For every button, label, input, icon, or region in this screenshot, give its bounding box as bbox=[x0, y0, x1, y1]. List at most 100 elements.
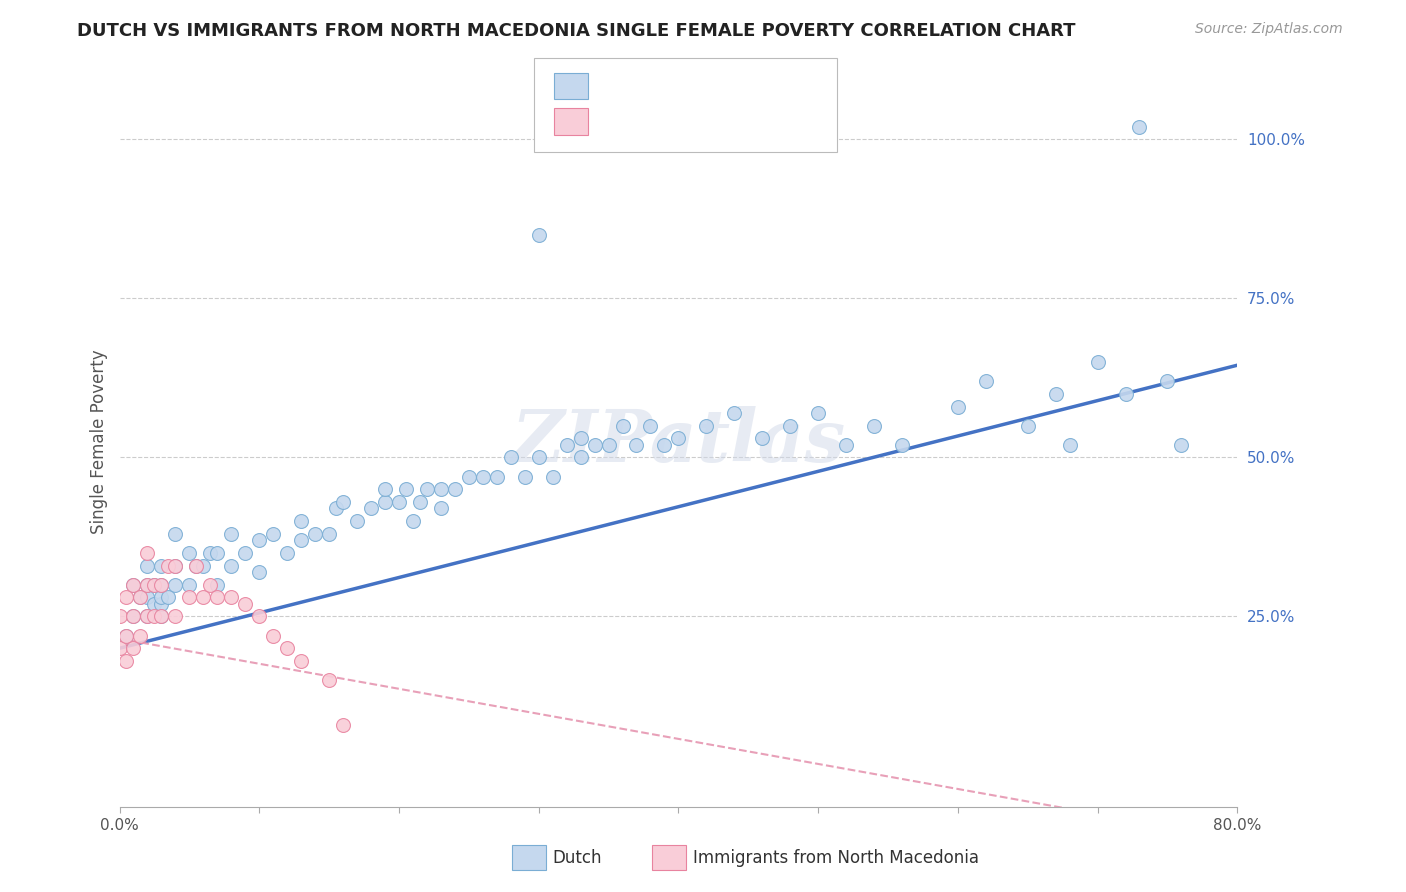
Point bbox=[290, 514, 312, 528]
Point bbox=[247, 533, 270, 548]
Point bbox=[165, 577, 187, 591]
Point bbox=[290, 533, 312, 548]
Point bbox=[136, 609, 159, 624]
Text: Source: ZipAtlas.com: Source: ZipAtlas.com bbox=[1195, 22, 1343, 37]
Point bbox=[115, 591, 138, 605]
Point bbox=[290, 654, 312, 668]
Point bbox=[150, 609, 173, 624]
Point bbox=[165, 526, 187, 541]
Point bbox=[122, 609, 145, 624]
Point bbox=[583, 438, 606, 452]
Point bbox=[1128, 120, 1150, 134]
Point bbox=[129, 591, 152, 605]
Point bbox=[430, 482, 453, 496]
Point bbox=[779, 418, 801, 433]
Point bbox=[863, 418, 886, 433]
Text: Dutch: Dutch bbox=[553, 849, 602, 867]
Point bbox=[179, 577, 201, 591]
Point bbox=[207, 591, 229, 605]
Point bbox=[527, 227, 550, 242]
Point bbox=[115, 628, 138, 642]
Text: N =: N = bbox=[693, 112, 730, 130]
Point bbox=[115, 628, 138, 642]
Point bbox=[276, 546, 298, 560]
Point bbox=[221, 558, 243, 573]
Point bbox=[157, 591, 180, 605]
Text: R =: R = bbox=[595, 112, 631, 130]
Point bbox=[444, 482, 467, 496]
Point bbox=[165, 558, 187, 573]
Point bbox=[207, 546, 229, 560]
Point bbox=[143, 577, 166, 591]
Point bbox=[247, 565, 270, 579]
Point bbox=[122, 577, 145, 591]
Point bbox=[695, 418, 717, 433]
Point bbox=[1156, 374, 1178, 388]
Point bbox=[150, 577, 173, 591]
Point bbox=[457, 469, 479, 483]
Text: ZIPatlas: ZIPatlas bbox=[512, 406, 845, 477]
Text: DUTCH VS IMMIGRANTS FROM NORTH MACEDONIA SINGLE FEMALE POVERTY CORRELATION CHART: DUTCH VS IMMIGRANTS FROM NORTH MACEDONIA… bbox=[77, 22, 1076, 40]
Point bbox=[569, 450, 592, 465]
Point bbox=[654, 438, 676, 452]
Point bbox=[541, 469, 564, 483]
Text: Immigrants from North Macedonia: Immigrants from North Macedonia bbox=[693, 849, 979, 867]
Point bbox=[402, 514, 425, 528]
Point bbox=[668, 431, 690, 445]
Text: N =: N = bbox=[693, 77, 730, 95]
Point bbox=[891, 438, 914, 452]
Text: R =: R = bbox=[595, 77, 631, 95]
Point bbox=[122, 577, 145, 591]
Point bbox=[332, 495, 354, 509]
Point bbox=[430, 501, 453, 516]
Point bbox=[723, 406, 745, 420]
Point bbox=[200, 546, 222, 560]
Point bbox=[318, 673, 340, 687]
Point bbox=[640, 418, 662, 433]
Point bbox=[115, 654, 138, 668]
Point bbox=[150, 597, 173, 611]
Point bbox=[193, 591, 215, 605]
Point bbox=[129, 628, 152, 642]
Point bbox=[136, 546, 159, 560]
Point bbox=[150, 558, 173, 573]
Point bbox=[555, 438, 578, 452]
Point bbox=[612, 418, 634, 433]
Point bbox=[221, 591, 243, 605]
Point bbox=[179, 546, 201, 560]
Point bbox=[233, 597, 256, 611]
Point bbox=[332, 717, 354, 731]
Point bbox=[136, 558, 159, 573]
Text: 0.454: 0.454 bbox=[637, 77, 689, 95]
Y-axis label: Single Female Poverty: Single Female Poverty bbox=[90, 350, 108, 533]
Point bbox=[207, 577, 229, 591]
Point bbox=[136, 609, 159, 624]
Point bbox=[499, 450, 522, 465]
Point bbox=[262, 628, 284, 642]
Point bbox=[150, 591, 173, 605]
Point bbox=[513, 469, 536, 483]
Point bbox=[374, 482, 396, 496]
Point bbox=[409, 495, 432, 509]
Point bbox=[200, 577, 222, 591]
Point bbox=[1087, 355, 1109, 369]
Point bbox=[626, 438, 648, 452]
Point bbox=[946, 400, 969, 414]
Point bbox=[416, 482, 439, 496]
Point bbox=[569, 431, 592, 445]
Point bbox=[974, 374, 997, 388]
Point bbox=[395, 482, 418, 496]
Point bbox=[136, 577, 159, 591]
Point bbox=[150, 577, 173, 591]
Point bbox=[346, 514, 368, 528]
Point bbox=[165, 609, 187, 624]
Point bbox=[325, 501, 347, 516]
Point bbox=[122, 609, 145, 624]
Text: 33: 33 bbox=[735, 112, 759, 130]
Point bbox=[136, 577, 159, 591]
Point bbox=[276, 641, 298, 656]
Point bbox=[471, 469, 494, 483]
Point bbox=[751, 431, 773, 445]
Point bbox=[247, 609, 270, 624]
Point bbox=[143, 597, 166, 611]
